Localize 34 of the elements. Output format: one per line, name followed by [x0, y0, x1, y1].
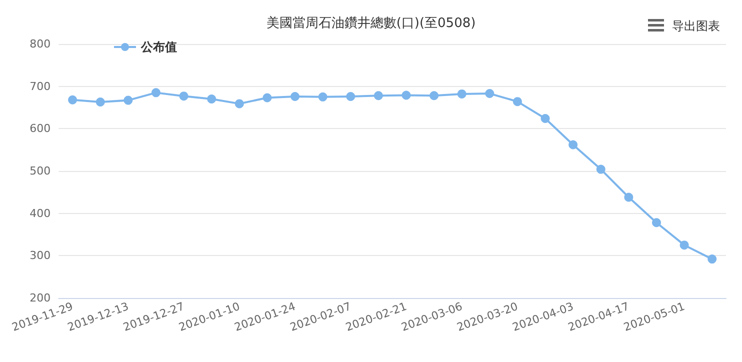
- point: [96, 98, 105, 106]
- point: [512, 97, 522, 106]
- point: [652, 218, 661, 228]
- y-tick-label: 500: [30, 164, 51, 178]
- point: [179, 92, 188, 101]
- point: [680, 240, 689, 250]
- point: [485, 89, 494, 98]
- point: [262, 93, 272, 102]
- y-tick-label: 200: [30, 292, 51, 304]
- point: [540, 114, 550, 124]
- y-tick-label: 700: [30, 80, 51, 93]
- point: [290, 92, 300, 101]
- point: [568, 140, 578, 150]
- y-tick-label: 300: [30, 249, 51, 262]
- point: [708, 254, 717, 264]
- chart-title: 美國當周石油鑽井總數(口)(至0508): [266, 15, 476, 31]
- point: [207, 94, 216, 104]
- point: [430, 91, 439, 100]
- point: [124, 96, 133, 105]
- y-tick-label: 600: [30, 122, 51, 136]
- point: [318, 92, 328, 102]
- y-tick-label: 800: [30, 38, 51, 50]
- point: [151, 88, 160, 98]
- point: [402, 90, 411, 100]
- point: [457, 89, 466, 98]
- point: [346, 92, 356, 101]
- y-tick-label: 400: [30, 206, 51, 220]
- point: [234, 99, 244, 108]
- point: [374, 91, 383, 100]
- text: 导出图表: [672, 19, 720, 33]
- point: [624, 192, 634, 202]
- legend-label: 公布值: [140, 40, 177, 54]
- point: [68, 95, 78, 104]
- point: [596, 164, 606, 174]
